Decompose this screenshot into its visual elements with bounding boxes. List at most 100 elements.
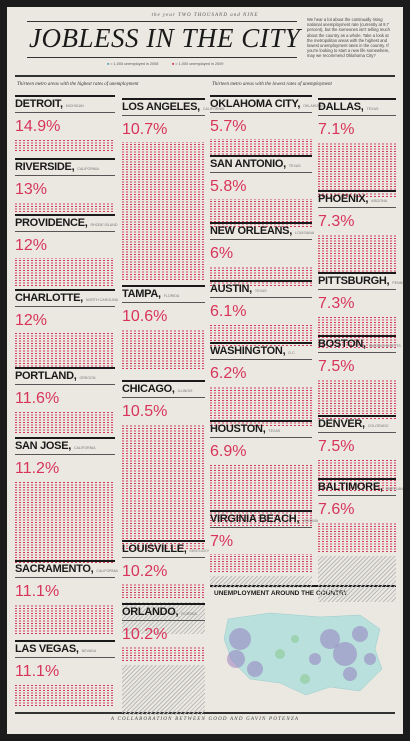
city-rate: 6% xyxy=(210,245,234,262)
city-panel: VIRGINIA BEACH, VIRGINIA 7% xyxy=(210,510,318,588)
city-name-row: LOS ANGELES, CALIFORNIA xyxy=(122,101,224,113)
city-panel: LOUISVILLE, KENTUCKY 10.2% xyxy=(122,540,209,634)
city-name-row: CHARLOTTE, NORTH CAROLINA xyxy=(15,292,118,304)
city-name-row: SACRAMENTO, CALIFORNIA xyxy=(15,563,118,575)
city-rate: 7.1% xyxy=(318,121,355,138)
city-name-row: ORLANDO, FLORIDA xyxy=(122,606,197,618)
city-panel: PROVIDENCE, RHODE ISLAND 12% xyxy=(15,214,117,288)
city-panel: SACRAMENTO, CALIFORNIA 11.1% xyxy=(15,560,118,636)
city-state: ILLINOIS xyxy=(177,389,193,393)
hatch xyxy=(122,602,205,634)
city-name: PROVIDENCE, xyxy=(15,217,88,229)
city-panel: AUSTIN, TEXAS 6.1% xyxy=(210,280,312,348)
city-state: FLORIDA xyxy=(163,294,180,298)
city-state: VIRGINIA xyxy=(302,519,318,523)
city-rate: 7.5% xyxy=(318,438,355,455)
pictogram xyxy=(15,202,115,212)
city-name-row: DENVER, COLORADO xyxy=(318,418,388,430)
city-name-row: PORTLAND, OREGON xyxy=(15,370,95,382)
footer: A COLLABORATION BETWEEN GOOD AND GAVIN P… xyxy=(110,717,300,722)
rule xyxy=(15,231,115,232)
city-panel: HOUSTON, TEXAS 6.9% xyxy=(210,420,312,528)
rule xyxy=(15,112,115,113)
city-name: VIRGINIA BEACH, xyxy=(210,513,300,525)
city-name-row: DALLAS, TEXAS xyxy=(318,101,378,113)
city-name-row: PITTSBURGH,PENNSYLVANIA xyxy=(318,275,403,287)
section-heading: Thirteen metro areas with the highest ra… xyxy=(17,82,139,87)
city-rate: 6.1% xyxy=(210,303,247,320)
city-rate: 6.9% xyxy=(210,443,247,460)
city-state: ARIZONA xyxy=(371,199,388,203)
city-state: MICHIGAN xyxy=(65,104,84,108)
legend-entry: ■ = 1,000 unemployed in 2008 xyxy=(107,62,159,66)
city-name: BALTIMORE, xyxy=(318,481,383,493)
rule xyxy=(210,359,312,360)
rule xyxy=(210,527,312,528)
city-name-row: RIVERSIDE, CALIFORNIA xyxy=(15,161,99,173)
city-name-row: VIRGINIA BEACH, VIRGINIA xyxy=(210,513,318,525)
legend-entry: ■ = 1,000 unemployed in 2009 xyxy=(172,62,224,66)
kicker: the year TWO THOUSAND and NINE xyxy=(151,13,259,18)
pictogram xyxy=(15,258,115,286)
map xyxy=(223,612,383,696)
city-name-row: NEW ORLEANS, LOUISIANA xyxy=(210,225,314,237)
legend-label: = 1,000 unemployed in 2009 xyxy=(175,62,224,66)
city-rate: 13% xyxy=(15,181,48,198)
city-name: CHICAGO, xyxy=(122,383,175,395)
city-rate: 5.8% xyxy=(210,178,247,195)
pictogram xyxy=(15,411,115,433)
hatch xyxy=(122,665,205,715)
pictogram xyxy=(318,316,396,348)
city-state: CALIFORNIA xyxy=(202,107,225,111)
city-name-row: TAMPA, FLORIDA xyxy=(122,288,179,300)
rule xyxy=(122,302,205,303)
rule xyxy=(210,437,312,438)
rule xyxy=(210,239,312,240)
city-name: PHOENIX, xyxy=(318,193,369,205)
rule xyxy=(210,297,312,298)
rule xyxy=(15,657,115,658)
city-state: CALIFORNIA xyxy=(77,167,99,171)
city-rate: 6.2% xyxy=(210,365,247,382)
city-rate: 5.7% xyxy=(210,118,247,135)
hatch xyxy=(210,576,312,588)
city-rate: 7.3% xyxy=(318,295,355,312)
city-rate: 7.3% xyxy=(318,213,355,230)
city-name: SAN ANTONIO, xyxy=(210,158,286,170)
city-name: AUSTIN, xyxy=(210,283,252,295)
city-name-row: LOUISVILLE, KENTUCKY xyxy=(122,543,209,555)
city-name: RIVERSIDE, xyxy=(15,161,75,173)
rule xyxy=(15,75,395,77)
city-panel: CHICAGO, ILLINOIS 10.5% xyxy=(122,380,205,551)
city-panel: RIVERSIDE, CALIFORNIA 13% xyxy=(15,158,115,214)
city-rate: 11.2% xyxy=(15,460,60,477)
city-state: LOUISIANA xyxy=(294,231,315,235)
city-state: MARYLAND xyxy=(385,487,403,491)
city-rate: 7.5% xyxy=(318,358,355,375)
city-rate: 7% xyxy=(210,533,234,550)
rule xyxy=(210,172,312,173)
city-rate: 12% xyxy=(15,237,48,254)
city-rate: 10.5% xyxy=(122,403,168,420)
rule xyxy=(318,432,396,433)
pictogram xyxy=(15,139,115,151)
rule xyxy=(122,397,205,398)
pictogram xyxy=(15,333,115,369)
city-name: LAS VEGAS, xyxy=(15,643,79,655)
pictogram xyxy=(210,464,312,526)
city-rate: 10.6% xyxy=(122,308,168,325)
city-panel: BALTIMORE,MARYLAND 7.6% xyxy=(318,478,403,602)
city-name-row: BOSTON, MASSACHUSETTS xyxy=(318,338,401,350)
city-name: WASHINGTON, xyxy=(210,345,286,357)
city-state: FLORIDA xyxy=(181,612,197,616)
city-rate: 11.1% xyxy=(15,663,60,680)
map-panel: UNEMPLOYMENT AROUND THE COUNTRY xyxy=(210,585,396,707)
city-name-row: CHICAGO, ILLINOIS xyxy=(122,383,192,395)
city-name: ORLANDO, xyxy=(122,606,179,618)
rule xyxy=(122,557,205,558)
rule xyxy=(15,384,115,385)
city-state: D.C. xyxy=(288,351,296,355)
rule xyxy=(318,115,396,116)
city-state: TEXAS xyxy=(254,289,267,293)
city-name-row: BALTIMORE,MARYLAND xyxy=(318,481,403,493)
